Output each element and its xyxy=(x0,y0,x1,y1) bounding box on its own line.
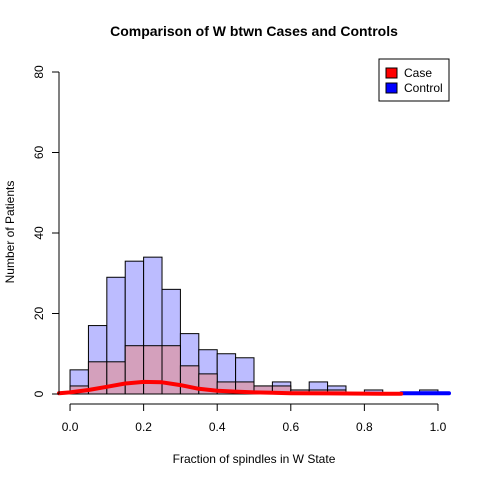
x-axis: 0.0 0.2 0.4 0.6 0.8 1.0 xyxy=(62,403,447,434)
y-tick-label: 40 xyxy=(32,226,46,240)
y-axis: 0 20 40 60 80 xyxy=(32,65,60,397)
x-axis-label: Fraction of spindles in W State xyxy=(173,452,336,466)
x-tick-label: 0.0 xyxy=(62,420,79,434)
legend-box xyxy=(378,58,450,102)
y-axis-label: Number of Patients xyxy=(3,181,17,284)
y-tick-label: 80 xyxy=(32,65,46,79)
case-bar xyxy=(124,345,145,395)
y-tick-label: 0 xyxy=(32,390,46,397)
x-tick-label: 0.8 xyxy=(356,420,373,434)
legend-swatch xyxy=(385,67,398,79)
y-tick-label: 60 xyxy=(32,146,46,160)
legend-swatch xyxy=(385,82,398,94)
plot-area xyxy=(57,256,451,396)
x-tick-label: 1.0 xyxy=(430,420,447,434)
y-tick-label: 20 xyxy=(32,307,46,321)
legend-label: Control xyxy=(404,81,443,95)
x-tick-label: 0.4 xyxy=(209,420,226,434)
case-bar xyxy=(143,345,163,395)
legend-label: Case xyxy=(404,66,432,80)
case-bar xyxy=(161,345,181,395)
x-tick-label: 0.6 xyxy=(282,420,299,434)
case-density-line xyxy=(57,379,404,396)
case-bar xyxy=(106,361,126,395)
x-tick-label: 0.2 xyxy=(135,420,152,434)
chart-title: Comparison of W btwn Cases and Controls xyxy=(110,23,398,39)
